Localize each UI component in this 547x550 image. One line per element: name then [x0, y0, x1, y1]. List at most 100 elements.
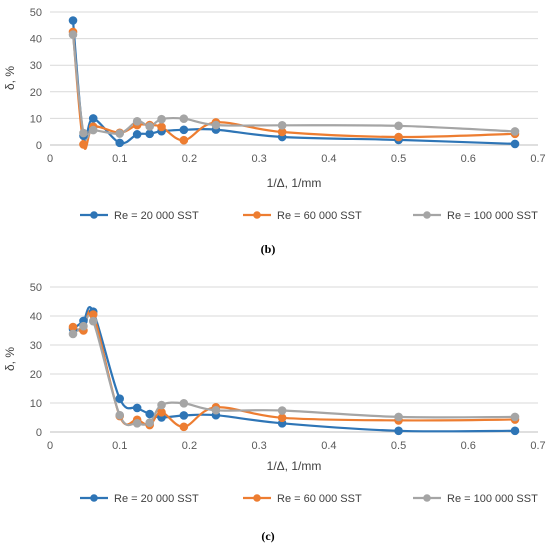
chart-b-data-point-series-1 [115, 138, 125, 148]
chart-b-y-tick-label: 10 [30, 113, 42, 125]
chart-b-legend-label-2: Re = 60 000 SST [277, 210, 362, 222]
chart-c-legend-label-2: Re = 60 000 SST [277, 493, 362, 505]
chart-b-x-axis-label: 1/Δ, 1/mm [267, 176, 322, 190]
chart-c-x-tick-label: 0.4 [321, 440, 336, 452]
chart-c-legend-marker-1 [90, 494, 98, 502]
chart-b-y-tick-label: 20 [30, 87, 42, 99]
chart-b-data-point-series-1 [68, 16, 78, 25]
chart-b-x-tick-label: 0.3 [251, 153, 266, 165]
chart-b-y-tick-label: 30 [30, 60, 42, 72]
chart-b-data-point-series-3 [115, 129, 125, 138]
chart-c-x-tick-label: 0.1 [112, 440, 127, 452]
chart-b-series [68, 16, 520, 150]
chart-c-y-tick-label: 10 [30, 398, 42, 410]
chart-c-x-tick-label: 0.6 [461, 440, 476, 452]
chart-b-data-point-series-1 [510, 139, 520, 149]
chart-b-y-axis: 0 10 20 30 40 50 [30, 7, 42, 152]
chart-b-x-tick-label: 0.4 [321, 153, 336, 165]
chart-b-data-point-series-3 [79, 128, 88, 138]
chart-c-y-axis-label: δ, % [3, 347, 17, 371]
chart-b-legend-marker-2 [253, 211, 261, 219]
chart-b-data-point-series-3 [394, 121, 403, 131]
chart-b-data-point-series-3 [157, 114, 166, 124]
chart-b-x-tick-label: 0.1 [112, 153, 127, 165]
chart-c-data-point-series-2 [68, 322, 78, 332]
chart-b-data-point-series-3 [211, 120, 221, 130]
chart-b-data-point-series-1 [179, 125, 189, 135]
chart-b-legend: Re = 20 000 SST Re = 60 000 SST Re = 100 0… [80, 210, 538, 222]
chart-b-x-axis: 0 0.1 0.2 0.3 0.4 0.5 0.6 0.7 [47, 153, 546, 165]
chart-b-legend-label-3: Re = 100 000 SST [447, 210, 538, 222]
chart-c-y-tick-label: 40 [30, 311, 42, 323]
chart-b-data-point-series-1 [132, 130, 142, 139]
chart-c-y-tick-label: 20 [30, 369, 42, 381]
chart-c-data-point-series-3 [157, 400, 166, 410]
chart-c-data-point-series-3 [88, 316, 98, 326]
chart-b-data-point-series-3 [132, 117, 142, 126]
chart-c-data-point-series-1 [115, 394, 125, 403]
chart-b-y-tick-label: 0 [36, 140, 42, 152]
chart-b-y-tick-label: 40 [30, 34, 42, 46]
chart-b-x-tick-label: 0.2 [182, 153, 197, 165]
chart-b-x-tick-label: 0.6 [461, 153, 476, 165]
chart-c-legend-marker-2 [253, 494, 261, 502]
chart-c-legend-label-1: Re = 20 000 SST [114, 493, 199, 505]
chart-b-data-point-series-1 [145, 129, 154, 139]
chart-c-y-tick-label: 30 [30, 340, 42, 352]
chart-b-data-point-series-1 [88, 114, 98, 123]
chart-b-data-point-series-3 [88, 125, 98, 135]
chart-b-data-point-series-2 [394, 132, 403, 142]
chart-c-x-axis: 0 0.1 0.2 0.3 0.4 0.5 0.6 0.7 [47, 440, 546, 452]
chart-c-x-tick-label: 0.7 [530, 440, 545, 452]
chart-b-x-tick-label: 0.7 [530, 153, 545, 165]
chart-c-data-point-series-1 [179, 411, 189, 420]
chart-c-y-tick-label: 0 [36, 427, 42, 439]
chart-b-legend-marker-3 [423, 211, 431, 219]
chart-c-data-point-series-2 [157, 407, 166, 417]
chart-b-legend-marker-1 [90, 211, 98, 219]
chart-b-data-point-series-3 [145, 122, 154, 131]
chart-b-y-tick-label: 50 [30, 7, 42, 19]
chart-b-data-point-series-3 [510, 127, 520, 136]
chart-b-data-point-series-2 [179, 135, 189, 145]
chart-b-x-tick-label: 0 [47, 153, 53, 165]
chart-c-caption: (c) [261, 529, 274, 543]
chart-c-data-point-series-1 [394, 426, 403, 436]
chart-c-data-point-series-1 [132, 403, 142, 413]
chart-b-gridlines [50, 11, 538, 146]
chart-c-data-point-series-3 [132, 419, 142, 428]
chart-c-data-point-series-3 [79, 321, 88, 331]
chart-c-x-tick-label: 0.5 [391, 440, 406, 452]
chart-c-data-point-series-3 [179, 398, 189, 408]
chart-c-data-point-series-3 [145, 418, 154, 428]
chart-c-data-point-series-1 [510, 426, 520, 436]
chart-c-data-point-series-1 [145, 409, 154, 419]
chart-b-data-point-series-2 [157, 122, 166, 132]
chart-c-data-point-series-3 [68, 329, 78, 339]
chart-b-caption: (b) [261, 242, 276, 256]
chart-b-data-point-series-2 [79, 140, 88, 149]
chart-c-gridlines [50, 286, 538, 433]
chart-c-data-point-series-3 [277, 406, 287, 415]
chart-b-data-point-series-3 [179, 114, 189, 123]
chart-c-data-point-series-3 [394, 412, 403, 422]
chart-b-y-axis-label: δ, % [3, 66, 17, 90]
chart-c-data-point-series-3 [211, 405, 221, 415]
chart-b-data-point-series-3 [277, 121, 287, 130]
chart-c-legend-label-3: Re = 100 000 SST [447, 493, 538, 505]
chart-c-y-tick-label: 50 [30, 282, 42, 294]
chart-b-legend-label-1: Re = 20 000 SST [114, 210, 199, 222]
chart-c-legend-marker-3 [423, 494, 431, 502]
chart-b-data-point-series-3 [68, 30, 78, 39]
chart-c-data-point-series-3 [115, 410, 125, 420]
chart-c-x-tick-label: 0.3 [251, 440, 266, 452]
chart-c-x-tick-label: 0.2 [182, 440, 197, 452]
chart-c-data-point-series-3 [510, 412, 520, 422]
chart-c-legend: Re = 20 000 SST Re = 60 000 SST Re = 100 0… [80, 493, 538, 505]
chart-c-x-axis-label: 1/Δ, 1/mm [267, 459, 322, 473]
chart-b-x-tick-label: 0.5 [391, 153, 406, 165]
chart-c-data-point-series-2 [179, 422, 189, 432]
